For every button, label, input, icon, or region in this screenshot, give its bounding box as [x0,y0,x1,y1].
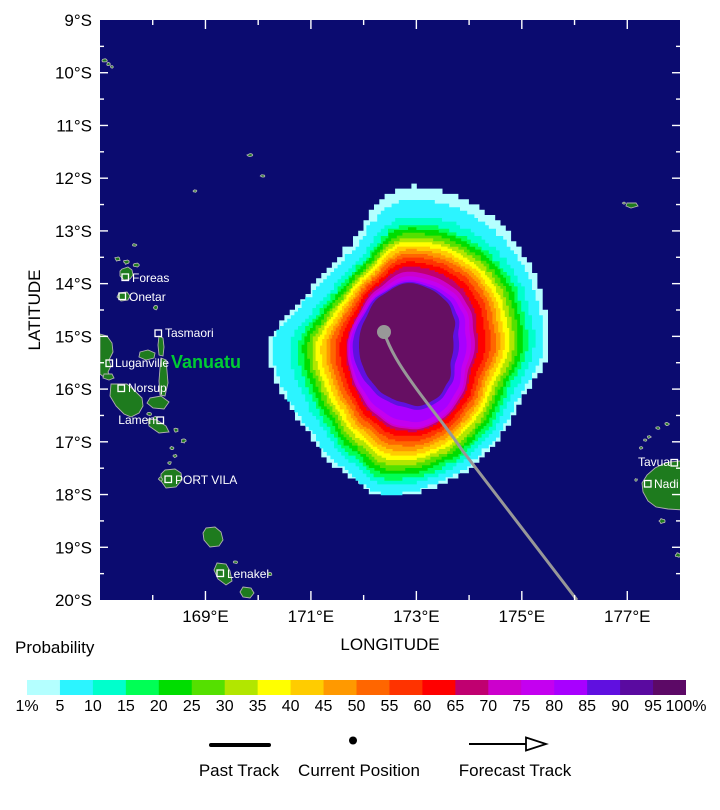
svg-text:LATITUDE: LATITUDE [25,270,44,351]
svg-text:Tavua: Tavua [638,455,670,469]
svg-text:40: 40 [282,698,300,715]
svg-text:14°S: 14°S [55,275,92,294]
svg-text:50: 50 [348,698,366,715]
svg-text:Vanuatu: Vanuatu [171,352,241,372]
svg-text:75: 75 [512,698,530,715]
svg-text:18°S: 18°S [55,486,92,505]
svg-text:19°S: 19°S [55,538,92,557]
svg-text:25: 25 [183,698,201,715]
svg-text:20: 20 [150,698,168,715]
svg-text:Onetar: Onetar [129,290,166,304]
svg-text:55: 55 [381,698,399,715]
svg-text:Luganville: Luganville [115,356,169,370]
svg-text:LONGITUDE: LONGITUDE [340,635,439,654]
svg-text:Tasmaori: Tasmaori [165,326,214,340]
svg-text:90: 90 [611,698,629,715]
svg-text:PORT VILA: PORT VILA [175,473,237,487]
svg-text:5: 5 [55,698,64,715]
svg-text:80: 80 [545,698,563,715]
svg-text:85: 85 [578,698,596,715]
svg-text:95: 95 [644,698,662,715]
svg-text:Lamen: Lamen [118,413,155,427]
svg-text:60: 60 [414,698,432,715]
svg-text:Current Position: Current Position [298,761,420,780]
svg-text:100%: 100% [666,698,707,715]
svg-text:70: 70 [479,698,497,715]
svg-text:171°E: 171°E [288,607,335,626]
svg-text:1%: 1% [15,698,38,715]
svg-text:Nadi: Nadi [654,477,679,491]
svg-text:Lenakel: Lenakel [227,567,269,581]
svg-text:12°S: 12°S [55,169,92,188]
svg-text:Norsup: Norsup [128,381,167,395]
svg-text:30: 30 [216,698,234,715]
svg-text:177°E: 177°E [604,607,651,626]
svg-text:20°S: 20°S [55,591,92,610]
svg-text:16°S: 16°S [55,380,92,399]
svg-text:9°S: 9°S [64,11,92,30]
svg-text:Past Track: Past Track [199,761,280,780]
svg-text:10°S: 10°S [55,64,92,83]
svg-text:15°S: 15°S [55,327,92,346]
svg-text:Foreas: Foreas [132,271,169,285]
svg-text:10: 10 [84,698,102,715]
svg-text:35: 35 [249,698,267,715]
svg-text:15: 15 [117,698,135,715]
svg-text:175°E: 175°E [499,607,546,626]
svg-text:Probability: Probability [15,638,95,657]
svg-text:173°E: 173°E [393,607,440,626]
svg-text:17°S: 17°S [55,433,92,452]
svg-text:169°E: 169°E [182,607,229,626]
svg-text:Forecast Track: Forecast Track [459,761,572,780]
svg-text:11°S: 11°S [56,116,92,135]
svg-text:65: 65 [446,698,464,715]
svg-text:13°S: 13°S [55,222,92,241]
svg-text:45: 45 [315,698,333,715]
